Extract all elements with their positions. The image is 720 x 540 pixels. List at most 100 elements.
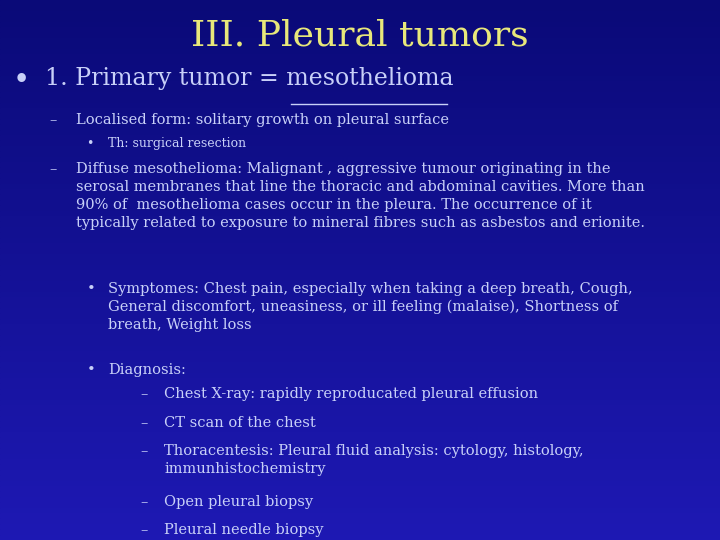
Text: •: • bbox=[86, 137, 94, 150]
Bar bbox=[0, 173, 720, 178]
Bar bbox=[0, 502, 720, 508]
Bar bbox=[0, 194, 720, 200]
Bar bbox=[0, 281, 720, 286]
Bar bbox=[0, 454, 720, 459]
Bar bbox=[0, 270, 720, 275]
Text: Thoracentesis: Pleural fluid analysis: cytology, histology,
immunhistochemistry: Thoracentesis: Pleural fluid analysis: c… bbox=[164, 444, 584, 476]
Text: –: – bbox=[140, 523, 148, 537]
Bar bbox=[0, 464, 720, 470]
Bar bbox=[0, 513, 720, 518]
Bar bbox=[0, 108, 720, 113]
Bar bbox=[0, 146, 720, 151]
Bar bbox=[0, 405, 720, 410]
Text: –: – bbox=[49, 113, 56, 127]
Text: III. Pleural tumors: III. Pleural tumors bbox=[192, 19, 528, 53]
Bar bbox=[0, 259, 720, 265]
Bar bbox=[0, 383, 720, 389]
Bar bbox=[0, 335, 720, 340]
Bar bbox=[0, 421, 720, 427]
Bar bbox=[0, 432, 720, 437]
Bar bbox=[0, 27, 720, 32]
Bar bbox=[0, 410, 720, 416]
Bar bbox=[0, 216, 720, 221]
Bar bbox=[0, 324, 720, 329]
Text: Chest X-ray: rapidly reproducated pleural effusion: Chest X-ray: rapidly reproducated pleura… bbox=[164, 387, 539, 401]
Text: –: – bbox=[140, 387, 148, 401]
Bar bbox=[0, 356, 720, 362]
Bar bbox=[0, 59, 720, 65]
Bar bbox=[0, 389, 720, 394]
Bar bbox=[0, 248, 720, 254]
Bar bbox=[0, 54, 720, 59]
Bar bbox=[0, 362, 720, 367]
Bar bbox=[0, 340, 720, 346]
Text: Diagnosis:: Diagnosis: bbox=[108, 363, 186, 377]
Bar bbox=[0, 308, 720, 313]
Bar bbox=[0, 162, 720, 167]
Bar bbox=[0, 481, 720, 486]
Bar bbox=[0, 119, 720, 124]
Bar bbox=[0, 427, 720, 432]
Bar bbox=[0, 313, 720, 319]
Bar bbox=[0, 459, 720, 464]
Text: Localised form: solitary growth on pleural surface: Localised form: solitary growth on pleur… bbox=[76, 113, 449, 127]
Bar bbox=[0, 189, 720, 194]
Bar bbox=[0, 178, 720, 184]
Text: –: – bbox=[140, 416, 148, 430]
Bar bbox=[0, 97, 720, 103]
Bar bbox=[0, 211, 720, 216]
Text: –: – bbox=[49, 162, 56, 176]
Bar bbox=[0, 16, 720, 22]
Bar bbox=[0, 302, 720, 308]
Bar bbox=[0, 524, 720, 529]
Bar bbox=[0, 43, 720, 49]
Bar bbox=[0, 486, 720, 491]
Bar bbox=[0, 124, 720, 130]
Bar bbox=[0, 238, 720, 243]
Bar bbox=[0, 151, 720, 157]
Bar bbox=[0, 275, 720, 281]
Text: Open pleural biopsy: Open pleural biopsy bbox=[164, 495, 313, 509]
Bar bbox=[0, 292, 720, 297]
Bar bbox=[0, 243, 720, 248]
Text: Symptomes: Chest pain, especially when taking a deep breath, Cough,
General disc: Symptomes: Chest pain, especially when t… bbox=[108, 282, 633, 332]
Bar bbox=[0, 400, 720, 405]
Text: •: • bbox=[86, 282, 95, 296]
Bar bbox=[0, 157, 720, 162]
Bar bbox=[0, 232, 720, 238]
Bar bbox=[0, 86, 720, 92]
Bar bbox=[0, 227, 720, 232]
Bar bbox=[0, 265, 720, 270]
Bar bbox=[0, 297, 720, 302]
Bar bbox=[0, 535, 720, 540]
Text: Pleural needle biopsy: Pleural needle biopsy bbox=[164, 523, 324, 537]
Bar bbox=[0, 0, 720, 5]
Bar bbox=[0, 319, 720, 324]
Bar bbox=[0, 135, 720, 140]
Text: –: – bbox=[140, 444, 148, 458]
Text: Th: surgical resection: Th: surgical resection bbox=[108, 137, 246, 150]
Text: •: • bbox=[86, 363, 95, 377]
Bar bbox=[0, 378, 720, 383]
Bar bbox=[0, 49, 720, 54]
Bar bbox=[0, 65, 720, 70]
Bar bbox=[0, 92, 720, 97]
Bar bbox=[0, 329, 720, 335]
Bar bbox=[0, 508, 720, 513]
Bar bbox=[0, 5, 720, 11]
Bar bbox=[0, 254, 720, 259]
Bar bbox=[0, 475, 720, 481]
Bar bbox=[0, 443, 720, 448]
Bar bbox=[0, 470, 720, 475]
Bar bbox=[0, 130, 720, 135]
Bar bbox=[0, 140, 720, 146]
Bar bbox=[0, 70, 720, 76]
Bar bbox=[0, 184, 720, 189]
Bar bbox=[0, 113, 720, 119]
Text: 1. Primary tumor = mesothelioma: 1. Primary tumor = mesothelioma bbox=[45, 68, 453, 91]
Bar bbox=[0, 518, 720, 524]
Bar bbox=[0, 346, 720, 351]
Bar bbox=[0, 351, 720, 356]
Text: –: – bbox=[140, 495, 148, 509]
Bar bbox=[0, 367, 720, 373]
